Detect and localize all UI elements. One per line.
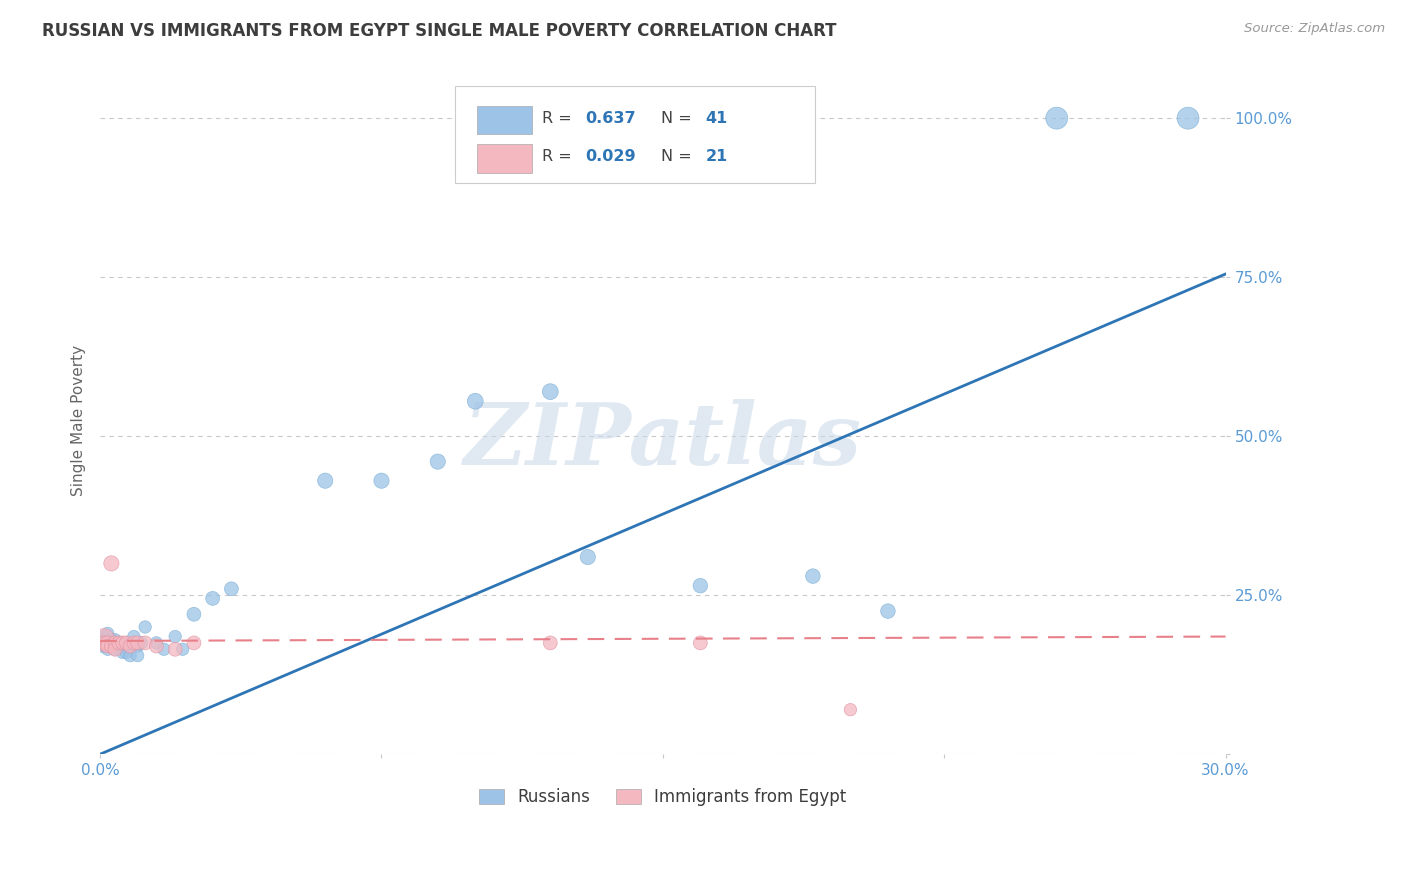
Point	[108, 636, 131, 650]
Text: ZIPatlas: ZIPatlas	[464, 399, 862, 482]
Text: 0.029: 0.029	[585, 149, 636, 164]
Text: N =: N =	[661, 111, 696, 126]
Point	[122, 630, 145, 644]
Point	[104, 636, 127, 650]
Text: 21: 21	[706, 149, 728, 164]
Point	[221, 582, 243, 596]
Point	[100, 636, 122, 650]
FancyBboxPatch shape	[454, 87, 814, 183]
Point	[93, 636, 115, 650]
Point	[145, 639, 167, 653]
Point	[104, 642, 127, 657]
Point	[93, 632, 115, 647]
Point	[464, 394, 486, 409]
Point	[201, 591, 224, 606]
Point	[314, 474, 336, 488]
Point	[100, 639, 122, 653]
Point	[122, 636, 145, 650]
Point	[877, 604, 900, 618]
Point	[97, 642, 120, 657]
Point	[111, 639, 134, 653]
Point	[93, 630, 115, 644]
Point	[104, 642, 127, 657]
Point	[131, 636, 153, 650]
Point	[165, 630, 187, 644]
Text: 41: 41	[706, 111, 728, 126]
Y-axis label: Single Male Poverty: Single Male Poverty	[72, 344, 86, 496]
Point	[115, 636, 138, 650]
Text: Source: ZipAtlas.com: Source: ZipAtlas.com	[1244, 22, 1385, 36]
Point	[100, 557, 122, 571]
Text: R =: R =	[543, 111, 578, 126]
Point	[97, 639, 120, 653]
FancyBboxPatch shape	[477, 145, 533, 172]
Point	[104, 632, 127, 647]
Point	[145, 636, 167, 650]
Point	[134, 636, 156, 650]
Point	[1046, 111, 1069, 125]
Point	[183, 607, 205, 622]
Point	[97, 636, 120, 650]
Point	[538, 384, 561, 399]
Point	[111, 645, 134, 659]
Point	[153, 642, 176, 657]
Point	[689, 579, 711, 593]
Point	[100, 632, 122, 647]
Text: N =: N =	[661, 149, 696, 164]
Point	[801, 569, 824, 583]
Point	[115, 636, 138, 650]
Point	[127, 636, 149, 650]
Point	[1177, 111, 1199, 125]
Point	[100, 639, 122, 653]
Point	[426, 455, 449, 469]
Point	[127, 648, 149, 663]
Text: 0.637: 0.637	[585, 111, 636, 126]
Point	[172, 642, 194, 657]
Point	[183, 636, 205, 650]
Point	[93, 636, 115, 650]
Point	[111, 636, 134, 650]
Text: R =: R =	[543, 149, 578, 164]
Point	[576, 549, 599, 564]
Point	[165, 642, 187, 657]
Point	[108, 636, 131, 650]
Point	[104, 636, 127, 650]
Point	[120, 648, 142, 663]
Point	[839, 703, 862, 717]
Point	[370, 474, 392, 488]
Point	[120, 639, 142, 653]
Legend: Russians, Immigrants from Egypt: Russians, Immigrants from Egypt	[472, 781, 853, 813]
Point	[108, 639, 131, 653]
Point	[115, 645, 138, 659]
Point	[689, 636, 711, 650]
FancyBboxPatch shape	[477, 106, 533, 135]
Point	[97, 626, 120, 640]
Text: RUSSIAN VS IMMIGRANTS FROM EGYPT SINGLE MALE POVERTY CORRELATION CHART: RUSSIAN VS IMMIGRANTS FROM EGYPT SINGLE …	[42, 22, 837, 40]
Point	[538, 636, 561, 650]
Point	[127, 639, 149, 653]
Point	[134, 620, 156, 634]
Point	[97, 636, 120, 650]
